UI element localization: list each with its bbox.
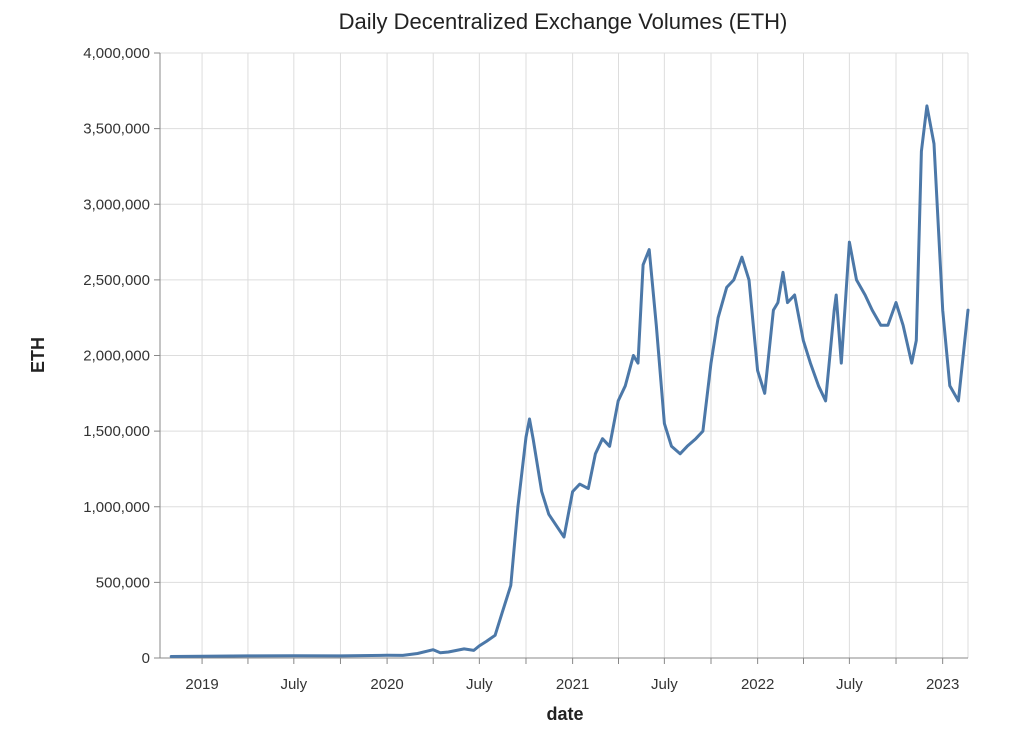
y-tick-label: 1,500,000 (83, 423, 150, 440)
y-tick-label: 3,500,000 (83, 121, 150, 138)
grid (160, 52, 969, 659)
y-tick-label: 4,000,000 (83, 45, 150, 62)
x-axis-label: date (546, 704, 583, 724)
y-tick-label: 2,000,000 (83, 348, 150, 365)
series-line (169, 104, 970, 658)
chart-title: Daily Decentralized Exchange Volumes (ET… (339, 9, 788, 34)
y-tick-label: 500,000 (96, 574, 150, 591)
y-tick-label: 2,500,000 (83, 272, 150, 289)
y-tick-label: 1,000,000 (83, 499, 150, 516)
y-axis-label: ETH (28, 337, 48, 373)
y-tick-label: 3,000,000 (83, 196, 150, 213)
x-tick-label: 2022 (741, 676, 774, 693)
x-tick-label: 2019 (185, 676, 218, 693)
y-axis: 0 500,000 1,000,000 1,500,000 2,000,000 2,500… (83, 45, 161, 667)
y-tick-label: 0 (142, 650, 150, 667)
x-tick-label: July (836, 676, 863, 693)
x-tick-label: July (651, 676, 678, 693)
x-tick-label: 2020 (370, 676, 403, 693)
x-tick-label: July (466, 676, 493, 693)
x-tick-label: 2023 (926, 676, 959, 693)
x-tick-label: 2021 (556, 676, 589, 693)
x-axis: 2019 July 2020 July 2021 July 2022 July 2023 (160, 657, 968, 693)
x-tick-label: July (280, 676, 307, 693)
